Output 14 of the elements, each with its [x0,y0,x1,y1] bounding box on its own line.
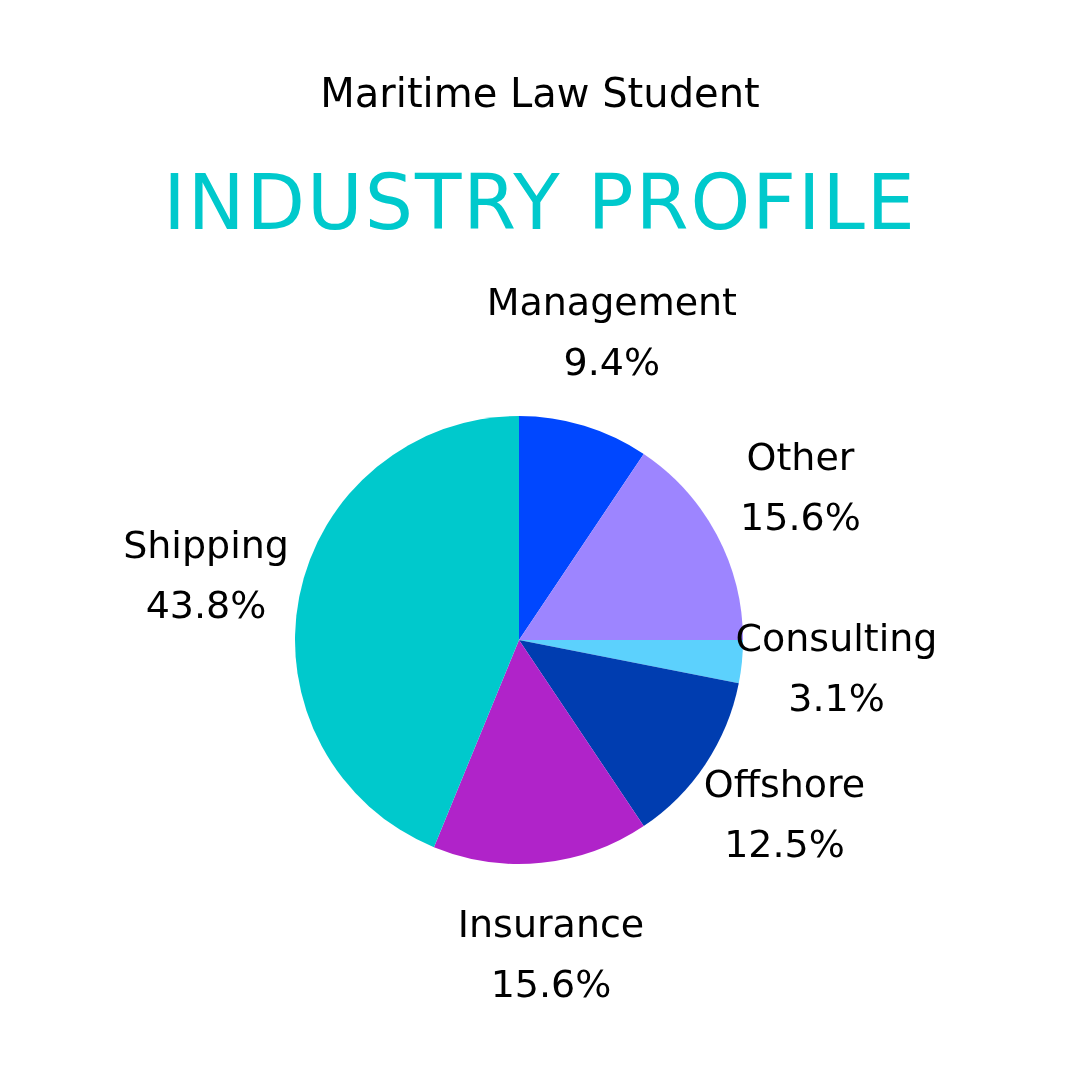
data-label: 3.1% [788,675,885,720]
chart-title: INDUSTRY PROFILE [162,158,918,247]
slice-label: Insurance [457,902,645,947]
data-label: 43.8% [145,583,267,628]
chart-subtitle: Maritime Law Student [319,70,761,116]
data-label: 15.6% [490,962,612,1007]
slice-label: Management [486,279,737,324]
slice-label: Shipping [123,523,289,568]
slice-label: Offshore [703,761,866,806]
slice-label: Other [746,434,855,479]
data-label: 15.6% [740,494,861,539]
slice-label: Consulting [735,615,938,660]
data-label: 9.4% [563,339,661,384]
data-label: 12.5% [724,821,845,866]
